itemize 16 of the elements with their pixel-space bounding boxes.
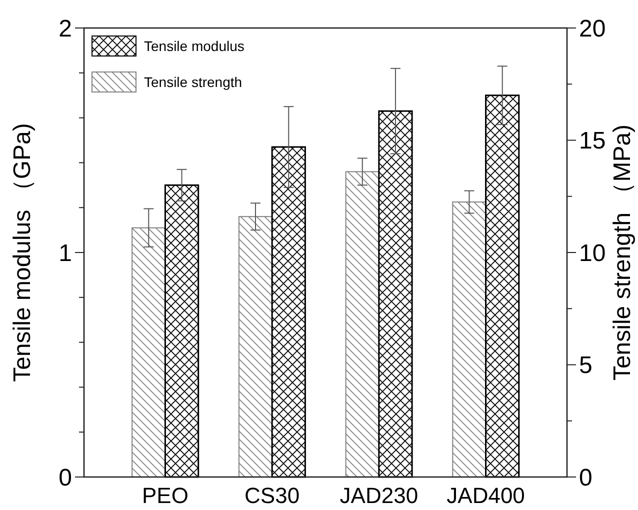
y2-tick-label: 10 (579, 240, 606, 267)
x-tick-label: JAD230 (340, 483, 418, 508)
y2-tick-label: 5 (579, 352, 592, 380)
y2-tick-label: 0 (579, 464, 592, 492)
y2-axis-title: Tensile strength （MPa) (609, 124, 636, 381)
y2-tick-label: 15 (579, 128, 606, 155)
y2-tick-label: 20 (579, 15, 606, 42)
legend-label: Tensile modulus (144, 38, 244, 54)
y-tick-label: 2 (58, 15, 72, 42)
y-tick-label: 1 (58, 240, 72, 267)
y-axis-title: Tensile modulus （GPa) (9, 123, 36, 382)
x-tick-label: JAD400 (446, 483, 525, 508)
x-tick-label: CS30 (244, 483, 300, 508)
x-tick-label: PEO (142, 483, 188, 508)
y-tick-label: 0 (58, 464, 72, 492)
legend-label: Tensile strength (144, 74, 242, 90)
